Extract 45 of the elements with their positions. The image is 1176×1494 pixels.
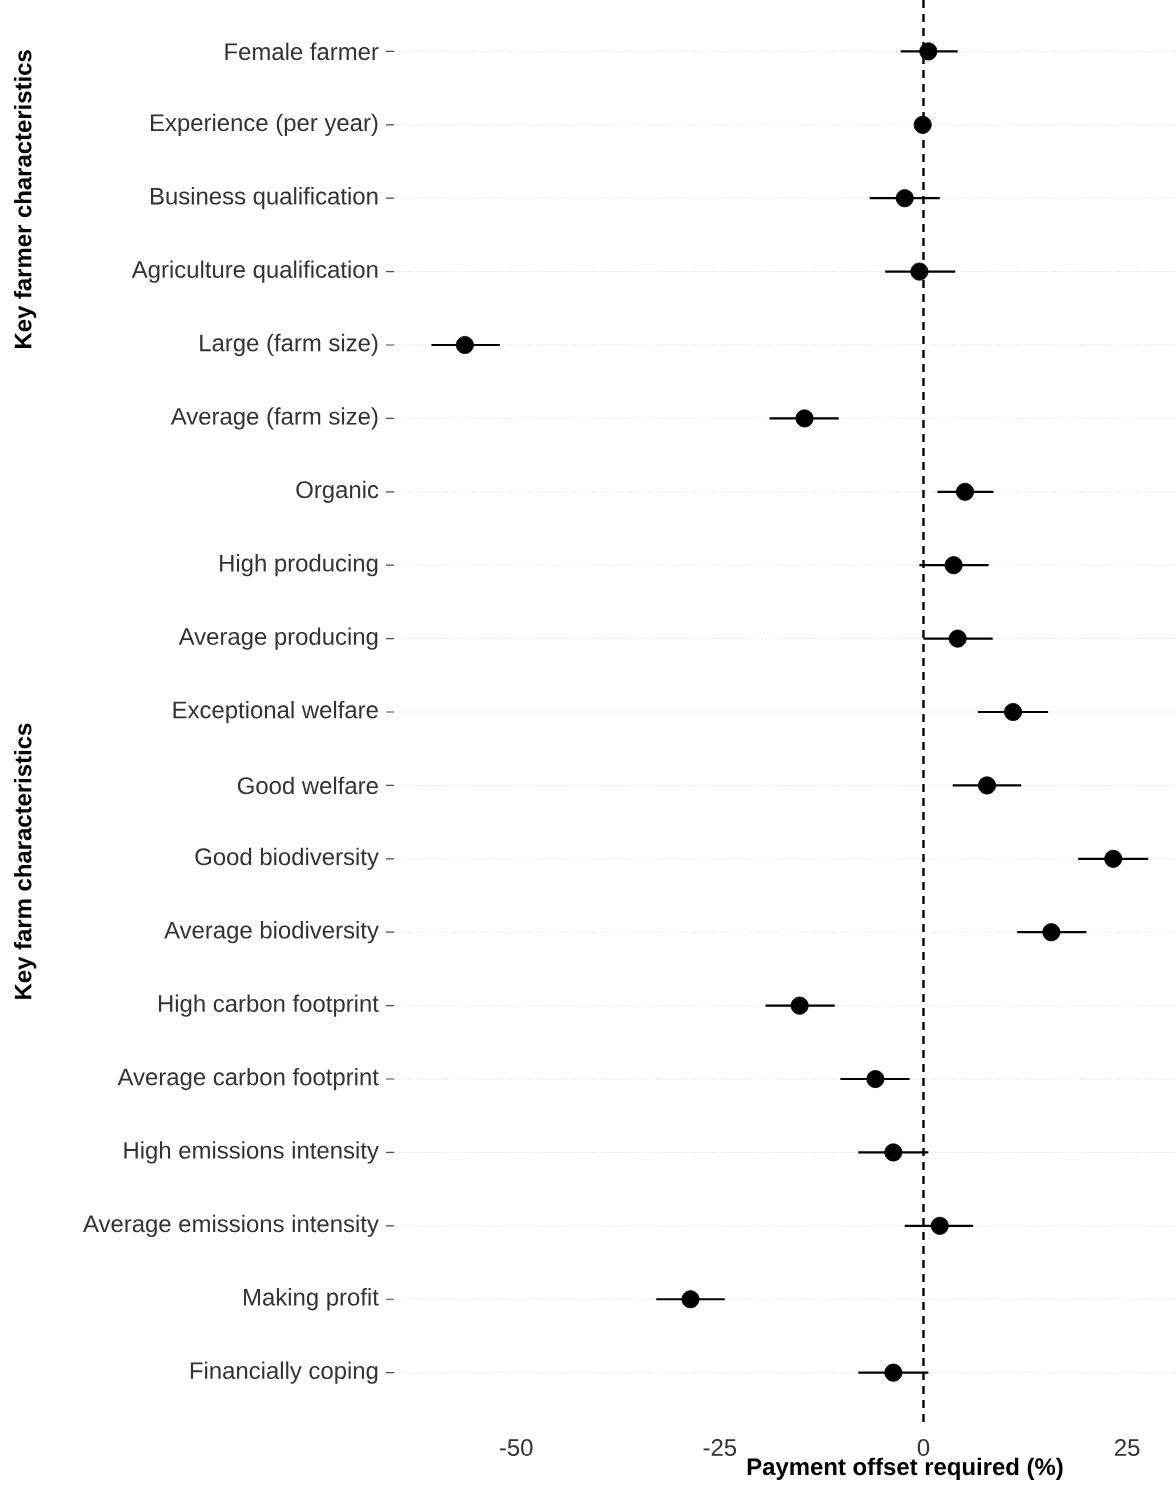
- point: [944, 556, 963, 575]
- y-tick-label: Female farmer: [225, 42, 379, 61]
- y-tick-label: Making profit: [244, 1288, 379, 1311]
- point: [790, 996, 809, 1015]
- y-tick-label: Good biodiversity: [195, 847, 379, 870]
- y-tick-label: Experience (per year): [151, 113, 378, 136]
- y-tick-label: Organic: [296, 480, 379, 503]
- point: [455, 336, 474, 354]
- point: [930, 1216, 949, 1235]
- x-tick-label: -25: [703, 1439, 737, 1456]
- y-tick-label: High emissions intensity: [124, 1141, 379, 1164]
- point: [1004, 703, 1023, 722]
- y-tick-label: Financially coping: [190, 1361, 378, 1384]
- point: [910, 262, 929, 281]
- y-tick-label: Good welfare: [237, 776, 378, 795]
- y-tick-label: Average biodiversity: [164, 921, 379, 944]
- x-tick-label: 0: [917, 1439, 930, 1456]
- y-tick-label: Agriculture qualification: [131, 260, 378, 283]
- y-tick-label: Average emissions intensity: [83, 1214, 379, 1237]
- y-tick-label: Exceptional welfare: [173, 700, 378, 724]
- point: [866, 1070, 885, 1089]
- point: [913, 115, 932, 134]
- text: Key farmer characteristics: [13, 50, 37, 348]
- y-tick-label: Average carbon footprint: [117, 1067, 379, 1091]
- y-tick-label: Large (farm size): [200, 333, 378, 357]
- text: Key farm characteristics: [13, 723, 37, 999]
- point: [1042, 923, 1061, 942]
- point: [895, 189, 914, 208]
- y-tick-label: Average producing: [178, 627, 378, 650]
- y-tick-label: Average (farm size): [170, 407, 378, 430]
- x-tick-label: -50: [499, 1439, 533, 1456]
- point: [681, 1290, 700, 1309]
- x-axis-title: Payment offset required (%): [747, 1457, 1063, 1480]
- point: [884, 1363, 903, 1382]
- point: [1104, 849, 1123, 868]
- y-tick-label: Business qualification: [150, 187, 378, 210]
- point: [884, 1143, 903, 1162]
- point: [978, 776, 997, 795]
- y-tick-label: High carbon footprint: [158, 994, 379, 1017]
- x-tick-label: 25: [1115, 1439, 1140, 1456]
- point: [956, 482, 975, 501]
- point: [919, 42, 938, 61]
- point: [948, 629, 967, 648]
- y-tick-label: High producing: [220, 554, 378, 577]
- point: [795, 409, 814, 428]
